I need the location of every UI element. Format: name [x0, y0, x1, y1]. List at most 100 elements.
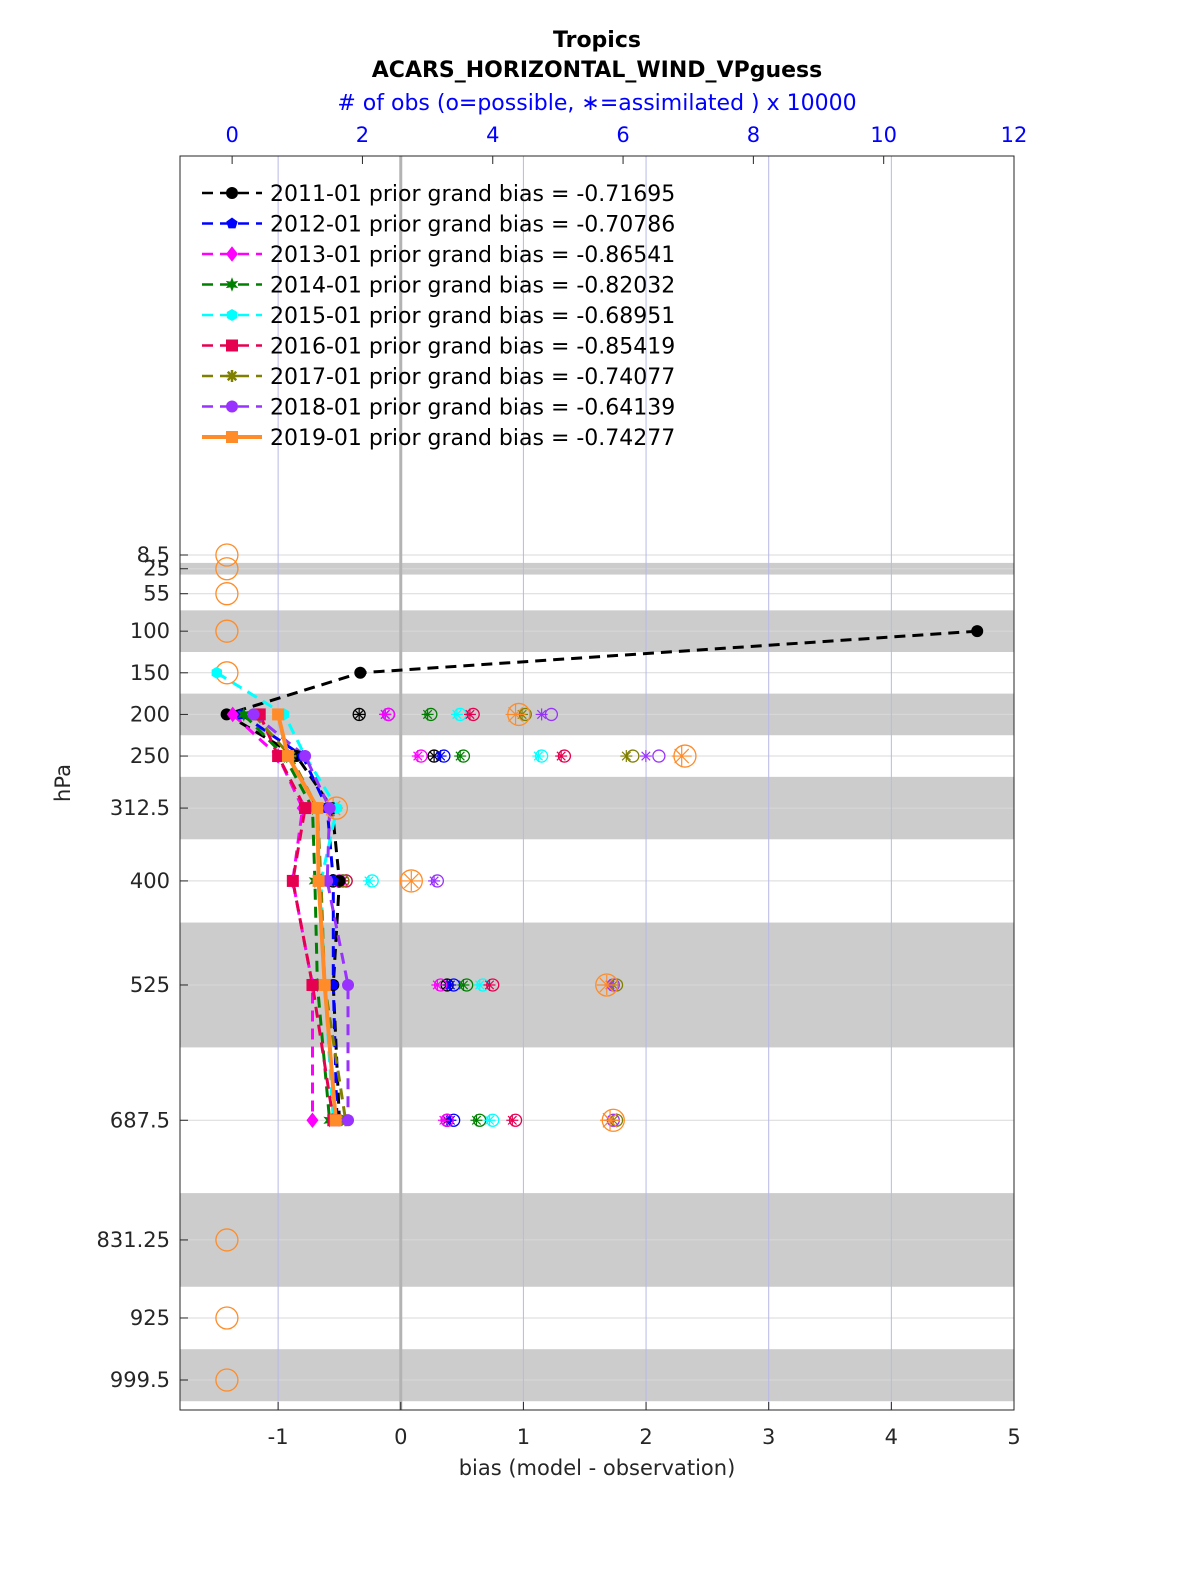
x-tick-label: -1 — [268, 1425, 289, 1449]
obs-possible-marker — [215, 543, 239, 567]
bias-marker — [342, 978, 355, 991]
legend-entry: 2017-01 prior grand bias = -0.74077 — [270, 365, 675, 390]
top-tick-label: 8 — [747, 123, 760, 147]
y-tick-label: 150 — [130, 661, 170, 685]
y-tick-label: 200 — [130, 702, 170, 726]
bias-marker — [272, 750, 285, 763]
bias-marker — [971, 625, 984, 638]
bias-marker — [272, 708, 285, 721]
y-tick-label: 250 — [130, 744, 170, 768]
y-tick-label: 25 — [143, 557, 170, 581]
legend: 2011-01 prior grand bias = -0.71695 2012-… — [202, 182, 675, 451]
obs-possible-marker — [215, 1368, 239, 1392]
obs-assimilated-marker — [532, 750, 545, 763]
y-tick-label: 999.5 — [110, 1368, 170, 1392]
obs-assimilated-marker — [437, 1114, 450, 1127]
bias-marker — [318, 978, 331, 991]
y-tick-label: 925 — [130, 1306, 170, 1330]
obs-assimilated-marker — [454, 750, 467, 763]
obs-assimilated-marker — [535, 708, 548, 721]
series-line — [242, 713, 332, 1121]
y-tick-label: 687.5 — [110, 1108, 170, 1132]
legend-marker — [226, 339, 238, 352]
bias-marker — [329, 1114, 342, 1127]
bias-marker — [311, 802, 324, 815]
plot-frame — [179, 155, 1015, 1411]
chart-title: Tropics — [553, 28, 641, 53]
top-tick-label: 4 — [486, 123, 499, 147]
obs-assimilated-marker — [428, 750, 441, 763]
bias-marker — [306, 978, 319, 991]
legend-marker — [226, 370, 238, 382]
top-tick-label: 12 — [1001, 123, 1028, 147]
obs-possible-marker — [215, 1228, 239, 1252]
obs-possible-marker — [215, 557, 239, 581]
y-tick-label: 100 — [130, 619, 170, 643]
y-axis-label: hPa — [51, 764, 75, 802]
y-tick-label: 8.5 — [137, 543, 170, 567]
bias-marker — [286, 874, 299, 887]
x-tick-label: 0 — [394, 1425, 407, 1449]
bias-marker — [237, 707, 250, 722]
legend-entry: 2018-01 prior grand bias = -0.64139 — [270, 396, 675, 421]
x-tick-label: 1 — [517, 1425, 530, 1449]
obs-assimilated-marker — [470, 1114, 483, 1127]
series-line — [252, 713, 350, 1121]
legend-marker — [225, 277, 239, 292]
obs-assimilated-marker — [463, 708, 476, 721]
y-tick-label: 312.5 — [110, 796, 170, 820]
obs-assimilated-marker — [600, 1110, 621, 1131]
obs-assimilated-marker — [362, 874, 375, 887]
x-axis-label: bias (model - observation) — [459, 1456, 736, 1480]
legend-entry: 2011-01 prior grand bias = -0.71695 — [270, 182, 675, 207]
legend-entry: 2012-01 prior grand bias = -0.70786 — [270, 213, 675, 238]
obs-assimilated-marker — [596, 974, 617, 995]
legend-marker — [226, 187, 238, 199]
bias-marker — [247, 708, 260, 721]
obs-assimilated-marker — [379, 708, 392, 721]
x-tick-label: 4 — [885, 1425, 898, 1449]
obs-assimilated-marker — [444, 978, 457, 991]
obs-assimilated-marker — [555, 750, 568, 763]
legend-marker — [226, 431, 238, 443]
legend-entry: 2014-01 prior grand bias = -0.82032 — [270, 274, 675, 299]
x-tick-label: 3 — [762, 1425, 775, 1449]
y-tick-label: 400 — [130, 869, 170, 893]
obs-assimilated-marker — [671, 746, 692, 767]
legend-entry: 2013-01 prior grand bias = -0.86541 — [270, 243, 675, 268]
legend-marker — [226, 400, 238, 413]
y-tick-label: 831.25 — [97, 1228, 170, 1252]
top-tick-label: 10 — [870, 123, 897, 147]
legend-marker — [226, 246, 238, 262]
obs-assimilated-marker — [639, 750, 652, 763]
axes-ticks: -1 0 1 2 3 4 50 2 4 6 8 10 128.52555100150200250312.… — [97, 123, 1028, 1449]
bias-marker — [354, 666, 367, 679]
obs-possible-marker — [215, 619, 239, 643]
obs-assimilated-marker — [457, 978, 470, 991]
bias-marker — [312, 874, 325, 887]
bias-marker — [211, 666, 222, 679]
top-tick-label: 2 — [356, 123, 369, 147]
chart-subtitle: ACARS_HORIZONTAL_WIND_VPguess — [372, 58, 822, 83]
bias-marker — [299, 750, 312, 763]
obs-assimilated-marker — [434, 750, 447, 763]
obs-assimilated-marker — [620, 750, 633, 763]
obs-assimilated-marker — [505, 704, 526, 725]
obs-assimilated-marker — [411, 750, 424, 763]
bias-marker — [306, 1112, 319, 1129]
obs-assimilated-marker — [401, 870, 422, 891]
legend-entry: 2016-01 prior grand bias = -0.85419 — [270, 335, 675, 360]
series-line — [276, 713, 338, 1121]
obs-possible-marker — [652, 749, 666, 763]
y-tick-label: 525 — [130, 973, 170, 997]
series-line — [258, 713, 335, 1121]
x-tick-label: 5 — [1007, 1425, 1020, 1449]
obs-assimilated-marker — [353, 708, 366, 721]
obs-possible-marker — [399, 869, 423, 893]
top-tick-label: 6 — [616, 123, 629, 147]
bias-markers — [211, 625, 984, 1129]
shaded-band — [180, 1349, 1014, 1402]
obs-possible-marker — [215, 1306, 239, 1330]
obs-assimilated-marker — [483, 1114, 496, 1127]
obs-possible-marker — [595, 973, 619, 997]
